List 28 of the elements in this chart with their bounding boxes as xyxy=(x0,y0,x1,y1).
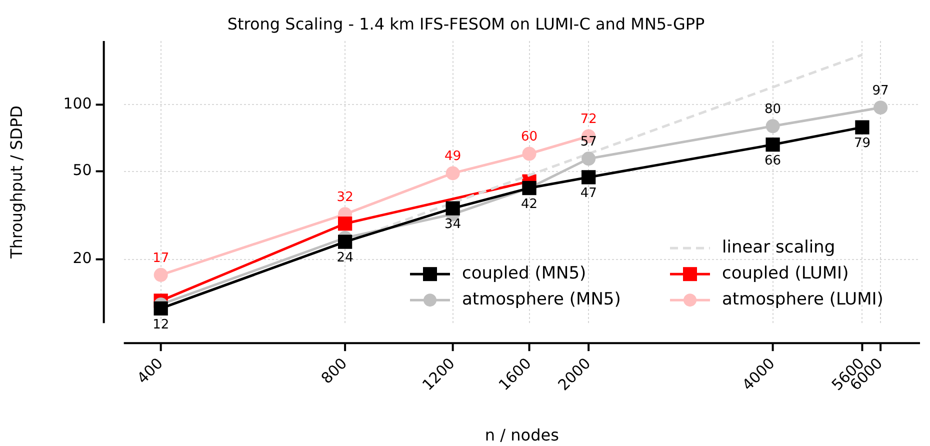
x-axis-title: n / nodes xyxy=(484,426,559,445)
data-label: 12 xyxy=(152,317,170,332)
data-label: 47 xyxy=(580,186,597,202)
y-tick-label: 50 xyxy=(72,161,92,180)
data-label: 32 xyxy=(336,190,354,206)
data-label: 80 xyxy=(764,102,782,117)
data-label: 24 xyxy=(336,250,354,266)
y-tick-label: 100 xyxy=(63,94,92,113)
y-axis-title: Throughput / SDPD xyxy=(6,106,26,260)
data-label: 72 xyxy=(580,112,597,128)
data-label: 60 xyxy=(521,130,538,145)
chart-title: Strong Scaling - 1.4 km IFS-FESOM on LUMI-C and MN5-GPP xyxy=(227,14,705,34)
data-label: 49 xyxy=(444,149,462,164)
data-label: 34 xyxy=(444,217,462,232)
data-label: 17 xyxy=(152,250,170,266)
x-tick-label: 400 xyxy=(133,354,166,388)
legend-label: coupled (MN5) xyxy=(462,264,586,284)
legend-label: atmosphere (LUMI) xyxy=(722,290,884,310)
y-tick-label: 20 xyxy=(72,249,92,268)
legend-label: coupled (LUMI) xyxy=(722,264,849,284)
data-label: 57 xyxy=(580,134,597,150)
legend-label: atmosphere (MN5) xyxy=(462,290,621,310)
data-label: 79 xyxy=(854,136,870,152)
data-label: 97 xyxy=(872,83,889,98)
legend-label: linear scaling xyxy=(722,238,836,258)
data-label: 42 xyxy=(521,196,538,212)
data-label: 66 xyxy=(764,153,782,168)
x-tick-label: 800 xyxy=(318,354,351,388)
